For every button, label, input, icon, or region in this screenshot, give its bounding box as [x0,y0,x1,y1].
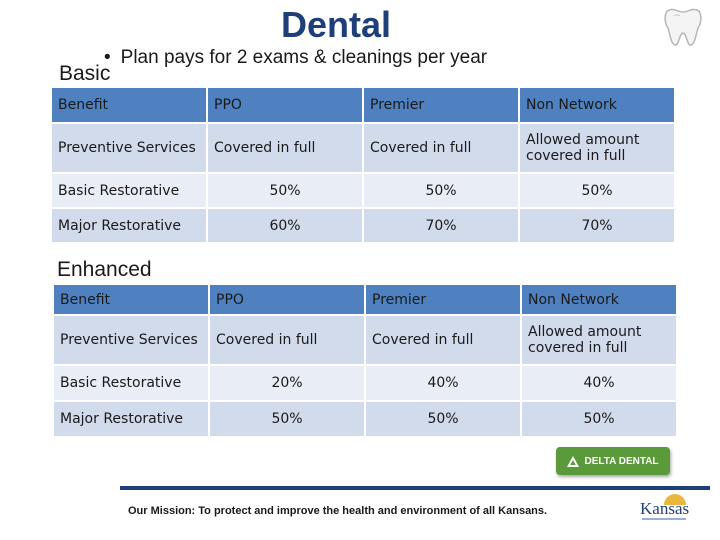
table-cell: 50% [520,174,674,207]
table-cell: 40% [522,366,676,400]
plan-bullet: • Plan pays for 2 exams & cleanings per y… [104,47,488,68]
table-cell: Preventive Services [52,124,206,172]
table-cell: Allowed amount covered in full [522,316,676,364]
column-header-ppo: PPO [208,88,362,122]
table-cell: 70% [520,209,674,242]
column-header-non-network: Non Network [522,285,676,314]
table-cell: 50% [208,174,362,207]
sun-graphic [664,494,686,505]
footer-divider [120,486,710,490]
slide-title: Dental [280,4,392,45]
table-cell: Preventive Services [54,316,208,364]
logo-underline [642,518,686,520]
column-header-benefit: Benefit [52,88,206,122]
table-row: Preventive Services Covered in full Cove… [54,316,676,364]
table-row: Major Restorative 50% 50% 50% [54,402,676,436]
table-row: Basic Restorative 20% 40% 40% [54,366,676,400]
table-row: Major Restorative 60% 70% 70% [52,209,674,242]
column-header-premier: Premier [366,285,520,314]
table-cell: 20% [210,366,364,400]
table-cell: 50% [366,402,520,436]
column-header-premier: Premier [364,88,518,122]
kansas-logo-text: Kansas [640,499,690,518]
table-cell: 60% [208,209,362,242]
tooth-icon [664,8,702,46]
table-cell: 50% [210,402,364,436]
kansas-logo: Kansas [640,494,690,524]
delta-dental-logo: DELTA DENTAL [556,447,670,475]
delta-triangle-icon [567,455,580,467]
column-header-benefit: Benefit [54,285,208,314]
table-cell: Covered in full [364,124,518,172]
table-cell: 40% [366,366,520,400]
basic-benefits-table: Benefit PPO Premier Non Network Preventi… [50,86,676,244]
column-header-ppo: PPO [210,285,364,314]
table-row: Preventive Services Covered in full Cove… [52,124,674,172]
table-cell: Covered in full [208,124,362,172]
basic-section-label: Basic [59,62,111,85]
table-cell: 50% [364,174,518,207]
table-cell: Basic Restorative [52,174,206,207]
delta-dental-text: DELTA DENTAL [584,455,659,467]
table-cell: Allowed amount covered in full [520,124,674,172]
table-cell: Basic Restorative [54,366,208,400]
table-cell: Major Restorative [54,402,208,436]
table-cell: Covered in full [210,316,364,364]
table-row: Basic Restorative 50% 50% 50% [52,174,674,207]
enhanced-section-label: Enhanced [57,258,152,281]
enhanced-benefits-table: Benefit PPO Premier Non Network Preventi… [52,283,678,438]
bullet-text: Plan pays for 2 exams & cleanings per ye… [120,47,488,68]
table-cell: Major Restorative [52,209,206,242]
table-cell: 70% [364,209,518,242]
mission-statement: Our Mission: To protect and improve the … [128,505,548,517]
table-cell: 50% [522,402,676,436]
column-header-non-network: Non Network [520,88,674,122]
table-cell: Covered in full [366,316,520,364]
